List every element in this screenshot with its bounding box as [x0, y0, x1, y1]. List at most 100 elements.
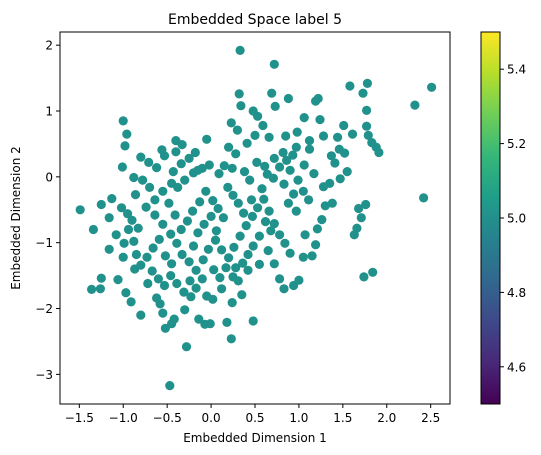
colorbar-tick-label: 5.4: [507, 63, 526, 77]
data-point: [202, 134, 212, 144]
data-point: [123, 209, 133, 219]
data-point: [145, 182, 155, 192]
data-point: [289, 189, 299, 199]
data-point: [269, 219, 279, 229]
data-point: [232, 125, 242, 135]
data-point: [172, 278, 182, 289]
data-point: [160, 251, 170, 261]
data-point: [224, 142, 234, 152]
data-point: [96, 199, 106, 210]
data-point: [330, 158, 340, 168]
data-point: [326, 151, 336, 161]
data-point: [111, 230, 121, 240]
data-point: [339, 120, 349, 131]
data-point: [239, 167, 250, 177]
data-point: [177, 249, 187, 260]
data-point: [141, 202, 151, 212]
data-point: [320, 201, 330, 211]
data-point: [95, 284, 105, 294]
data-point: [133, 223, 143, 233]
data-point: [179, 287, 189, 297]
data-point: [345, 81, 355, 91]
y-axis-label: Embedded Dimension 2: [9, 146, 23, 290]
data-point: [280, 238, 290, 248]
data-point: [214, 169, 224, 179]
data-point: [164, 198, 174, 208]
data-point: [224, 253, 234, 263]
data-point: [120, 141, 130, 151]
data-point: [253, 203, 263, 213]
data-point: [87, 284, 97, 294]
data-point: [269, 153, 279, 163]
data-point: [285, 165, 295, 175]
x-tick-label: 1.5: [333, 411, 352, 425]
data-point: [318, 131, 329, 141]
data-point: [368, 267, 378, 277]
data-point: [184, 257, 194, 267]
data-point: [312, 224, 322, 234]
data-point: [358, 88, 368, 98]
data-point: [363, 130, 373, 140]
data-point: [349, 230, 359, 240]
data-point: [245, 175, 255, 185]
data-point: [181, 342, 192, 352]
data-point: [304, 195, 314, 205]
data-point: [356, 213, 366, 223]
data-point: [169, 314, 179, 324]
data-point: [283, 93, 293, 104]
chart-title: Embedded Space label 5: [168, 12, 342, 28]
data-point: [118, 252, 128, 262]
data-point: [202, 291, 212, 301]
data-point: [226, 334, 236, 344]
data-point: [260, 217, 271, 227]
data-point: [241, 221, 251, 231]
colorbar-tick-label: 4.8: [507, 286, 526, 300]
data-point: [176, 224, 186, 235]
data-point: [167, 178, 177, 188]
data-point: [227, 163, 237, 173]
data-point: [248, 241, 258, 251]
data-point: [342, 167, 352, 177]
data-point: [165, 381, 175, 391]
data-point: [285, 248, 295, 258]
x-axis-label: Embedded Dimension 1: [183, 431, 327, 445]
data-point: [121, 288, 131, 298]
data-point: [237, 290, 247, 300]
data-point: [158, 219, 168, 229]
data-point: [136, 260, 146, 270]
data-point: [188, 241, 199, 251]
data-point: [293, 175, 303, 185]
data-point: [191, 283, 201, 293]
data-point: [211, 226, 221, 236]
x-tick-label: 2.5: [421, 411, 440, 425]
data-point: [117, 162, 127, 172]
colorbar-tick-label: 5.2: [507, 137, 526, 151]
colorbar-axis: 4.6 4.8 5.0 5.2 5.4: [500, 63, 526, 374]
data-point: [419, 193, 429, 203]
data-point: [247, 211, 257, 221]
data-point: [275, 162, 285, 172]
data-point: [270, 101, 280, 111]
data-point: [311, 240, 321, 250]
data-point: [227, 298, 237, 308]
data-point: [292, 127, 302, 137]
data-point: [235, 231, 245, 241]
data-point: [263, 246, 273, 256]
data-point: [150, 195, 160, 205]
data-point: [298, 252, 308, 262]
y-tick-label: 1: [45, 105, 53, 119]
data-point: [113, 275, 123, 285]
data-point: [311, 96, 321, 106]
data-point: [304, 144, 315, 154]
colorbar: [480, 31, 501, 405]
data-point: [410, 100, 420, 110]
data-point: [75, 205, 85, 215]
data-point: [260, 161, 270, 171]
data-point: [116, 203, 127, 213]
data-point: [195, 197, 205, 207]
data-point: [315, 115, 325, 125]
data-point: [347, 129, 358, 139]
data-point: [154, 234, 164, 244]
x-tick-label: 0.5: [245, 411, 264, 425]
data-point: [281, 131, 291, 141]
